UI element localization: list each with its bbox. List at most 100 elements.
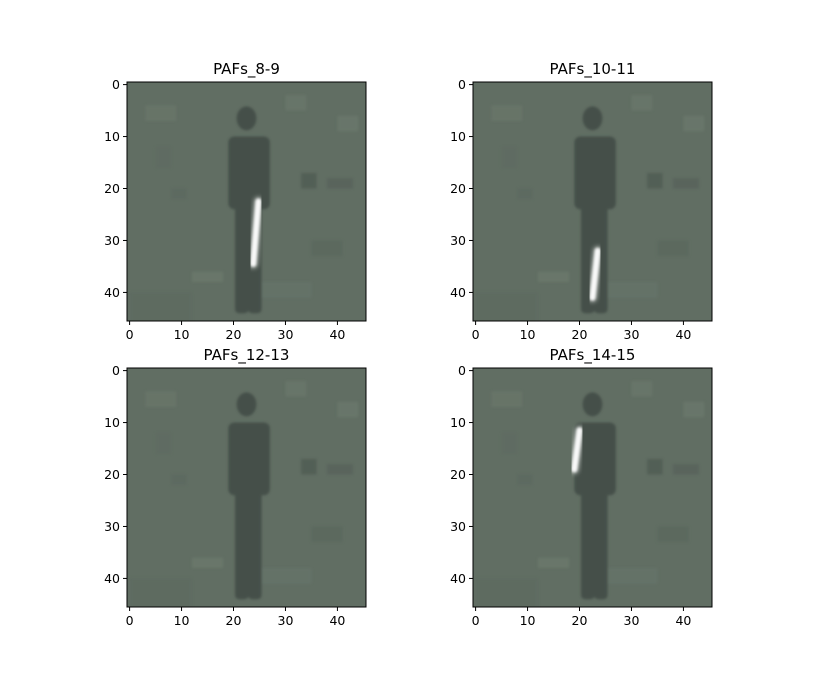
y-tick-label: 40	[450, 571, 466, 586]
y-tick-label: 0	[112, 77, 120, 92]
y-tick-label: 10	[104, 129, 120, 144]
right-leg	[594, 490, 608, 600]
heatmap-image	[473, 368, 712, 607]
y-tick-label: 10	[450, 129, 466, 144]
axes-frame	[472, 367, 713, 608]
noise-patch-1	[145, 391, 177, 407]
noise-patch-1	[145, 105, 177, 121]
x-tick-label: 10	[174, 327, 190, 342]
head	[236, 106, 257, 131]
noise-patch-2	[631, 380, 653, 397]
noise-patch-9	[605, 568, 658, 584]
noise-patch-5	[517, 188, 533, 199]
heatmap-image	[473, 82, 712, 321]
pedestrian-silhouette	[228, 392, 270, 600]
y-tick-label: 20	[450, 467, 466, 482]
head	[582, 106, 603, 131]
x-tick-label: 40	[329, 327, 345, 342]
noise-patch-7	[657, 526, 689, 543]
axes-frame	[126, 81, 367, 322]
y-tick-label: 10	[104, 415, 120, 430]
x-tick-label: 40	[675, 613, 691, 628]
left-leg	[235, 204, 249, 314]
noise-patch-11	[501, 432, 518, 454]
y-tick-label: 40	[104, 285, 120, 300]
noise-patch-9	[259, 568, 312, 584]
y-tick-label: 0	[458, 363, 466, 378]
x-tick-label: 10	[520, 327, 536, 342]
y-tick-label: 20	[450, 181, 466, 196]
y-tick-label: 20	[104, 467, 120, 482]
right-leg	[248, 490, 262, 600]
x-tick-label: 30	[624, 613, 640, 628]
heatmap-image	[127, 82, 366, 321]
head	[582, 392, 603, 417]
noise-patch-10	[683, 115, 705, 132]
noise-patch-9	[605, 282, 658, 298]
y-tick-label: 30	[450, 233, 466, 248]
noise-patch-6	[537, 557, 570, 569]
subplot-title: PAFs_12-13	[204, 346, 290, 365]
noise-patch-11	[155, 146, 172, 168]
torso	[228, 422, 270, 496]
noise-patch-10	[683, 401, 705, 418]
x-tick-label: 40	[329, 613, 345, 628]
y-tick-label: 0	[458, 77, 466, 92]
pedestrian-silhouette	[574, 392, 616, 600]
noise-patch-3	[327, 178, 354, 189]
subplot-2: PAFs_10-11 0 10 20 30 40 0 10 20 30 40	[450, 60, 713, 342]
y-tick-label: 30	[104, 519, 120, 534]
pedestrian-silhouette	[574, 106, 616, 314]
x-tick-label: 0	[126, 613, 134, 628]
left-leg	[235, 490, 249, 600]
noise-patch-3	[327, 464, 354, 475]
subplot-4: PAFs_14-15 0 10 20 30 40 0 10 20 30 40	[450, 346, 713, 628]
noise-patch-3	[673, 464, 700, 475]
x-tick-label: 30	[624, 327, 640, 342]
paf-limb	[571, 427, 583, 473]
axes-frame	[472, 81, 713, 322]
noise-patch-6	[537, 271, 570, 283]
head	[236, 392, 257, 417]
noise-patch-4	[647, 458, 663, 475]
x-tick-label: 30	[278, 327, 294, 342]
x-tick-label: 10	[174, 613, 190, 628]
axes-frame	[126, 367, 367, 608]
x-tick-label: 20	[572, 613, 588, 628]
heatmap-image	[127, 368, 366, 607]
noise-patch-6	[191, 557, 224, 569]
noise-patch-3	[673, 178, 700, 189]
x-tick-label: 0	[472, 327, 480, 342]
noise-patch-1	[491, 105, 523, 121]
noise-patch-5	[517, 474, 533, 485]
y-tick-label: 40	[450, 285, 466, 300]
torso	[574, 136, 616, 210]
x-tick-label: 20	[226, 327, 242, 342]
noise-patch-9	[259, 282, 312, 298]
subplot-3: PAFs_12-13 0 10 20 30 40 0 10 20 30 40	[104, 346, 367, 628]
paf-limb	[250, 198, 262, 267]
paf-limb	[589, 247, 601, 301]
x-tick-label: 20	[572, 327, 588, 342]
torso	[574, 422, 616, 496]
noise-patch-6	[191, 271, 224, 283]
noise-patch-1	[491, 391, 523, 407]
noise-patch-5	[171, 474, 187, 485]
x-tick-label: 30	[278, 613, 294, 628]
noise-patch-11	[501, 146, 518, 168]
subplot-title: PAFs_8-9	[213, 60, 280, 79]
noise-patch-8	[475, 578, 538, 607]
noise-patch-8	[475, 292, 538, 321]
y-tick-label: 40	[104, 571, 120, 586]
x-tick-label: 20	[226, 613, 242, 628]
subplot-title: PAFs_10-11	[550, 60, 636, 79]
noise-patch-11	[155, 432, 172, 454]
noise-patch-7	[657, 240, 689, 257]
noise-patch-4	[301, 458, 317, 475]
noise-patch-8	[129, 578, 192, 607]
subplot-1: PAFs_8-9 0 10 20 30 40 0 10 20 30 40	[104, 60, 367, 342]
noise-patch-7	[311, 526, 343, 543]
x-tick-label: 0	[472, 613, 480, 628]
subplot-title: PAFs_14-15	[550, 346, 636, 365]
y-tick-label: 30	[104, 233, 120, 248]
